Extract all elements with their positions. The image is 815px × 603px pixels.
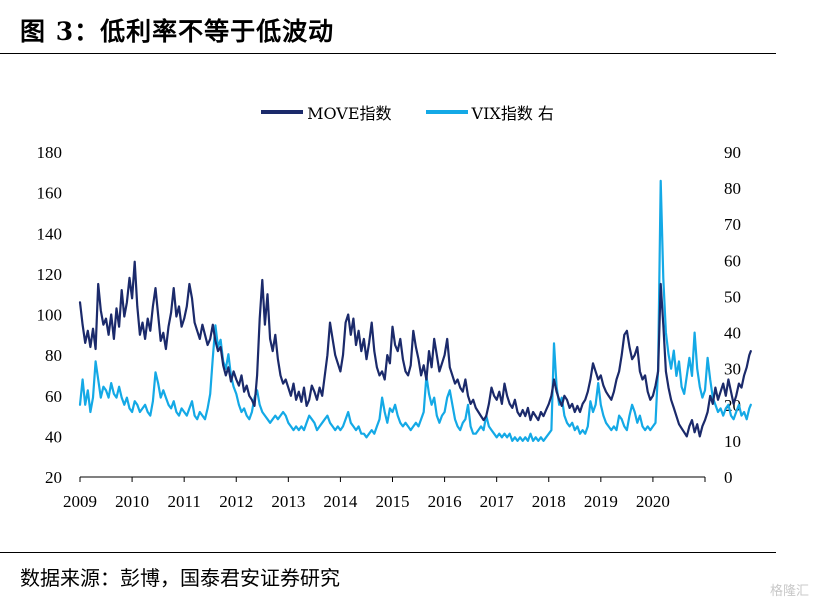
right-tick-label: 50 (724, 287, 741, 306)
series-line-move (78, 260, 752, 438)
left-tick-label: 180 (37, 143, 63, 162)
x-tick-label: 2020 (636, 492, 670, 511)
left-tick-label: 100 (37, 306, 63, 325)
legend-label-move: MOVE指数 (307, 104, 392, 123)
footer-divider (0, 552, 776, 553)
title-divider (0, 53, 776, 54)
legend-item-vix: VIX指数 右 (425, 100, 554, 124)
left-tick-label: 40 (45, 427, 62, 446)
series-line-vix (78, 179, 752, 442)
legend-label-vix: VIX指数 右 (471, 104, 554, 123)
x-tick-label: 2016 (428, 492, 462, 511)
legend-swatch-vix (425, 110, 468, 114)
right-tick-label: 90 (724, 143, 741, 162)
line-chart: 20 40 60 80 100 120 140 160 180 0 10 20 30 40 50 60 70 8… (37, 143, 752, 511)
source-note: 数据来源：彭博，国泰君安证券研究 (20, 566, 340, 590)
x-tick-label: 2015 (376, 492, 410, 511)
x-tick-label: 2011 (167, 492, 200, 511)
legend-item-move: MOVE指数 (261, 100, 392, 124)
x-tick-label: 2012 (219, 492, 253, 511)
chart-legend: MOVE指数 VIX指数 右 (0, 100, 815, 124)
right-tick-label: 40 (724, 324, 741, 343)
right-tick-label: 0 (724, 468, 733, 487)
right-tick-label: 60 (724, 251, 741, 270)
left-tick-label: 20 (45, 468, 62, 487)
right-tick-label: 10 (724, 432, 741, 451)
x-tick-label: 2009 (63, 492, 97, 511)
left-axis-ticks: 20 40 60 80 100 120 140 160 180 (37, 143, 63, 487)
left-tick-label: 60 (45, 387, 62, 406)
series-lines (78, 179, 752, 442)
left-tick-label: 120 (37, 265, 63, 284)
right-tick-label: 80 (724, 179, 741, 198)
x-tick-label: 2014 (323, 492, 358, 511)
left-tick-label: 160 (37, 184, 63, 203)
x-tick-label: 2010 (115, 492, 149, 511)
left-tick-label: 140 (37, 224, 63, 243)
x-tick-label: 2019 (584, 492, 618, 511)
x-tick-label: 2017 (480, 492, 515, 511)
legend-swatch-move (261, 110, 304, 114)
x-tick-label: 2018 (532, 492, 566, 511)
right-tick-label: 70 (724, 215, 741, 234)
x-axis: 2009 2010 2011 2012 2013 2014 2015 2016 2017 2018… (63, 476, 706, 511)
page-title: 图 3：低利率不等于低波动 (20, 17, 335, 46)
right-tick-label: 30 (724, 360, 741, 379)
left-tick-label: 80 (45, 346, 62, 365)
x-tick-label: 2013 (271, 492, 305, 511)
watermark: 格隆汇 (769, 584, 809, 599)
